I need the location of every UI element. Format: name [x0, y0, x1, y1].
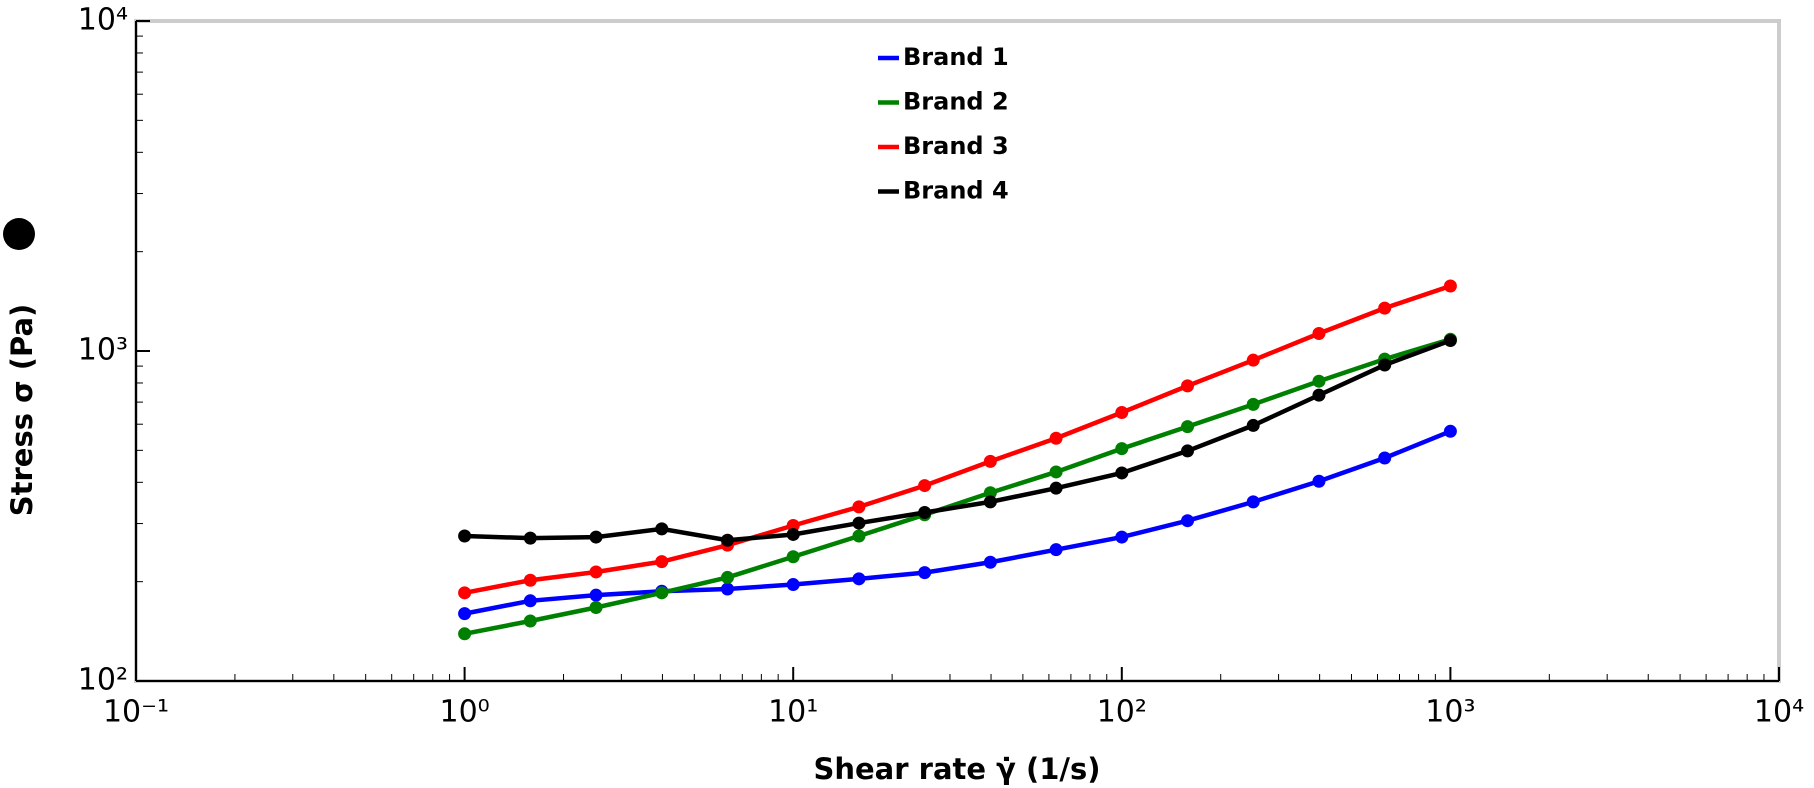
- data-point: [458, 607, 472, 621]
- y-tick-label: 10²: [78, 663, 128, 698]
- legend-label: Brand 1: [903, 43, 1009, 71]
- x-tick-label: 10⁻¹: [103, 695, 169, 730]
- data-point: [589, 530, 603, 544]
- y-label-marker: [3, 218, 35, 250]
- data-point: [458, 627, 472, 641]
- data-point: [1246, 495, 1260, 509]
- data-point: [983, 454, 997, 468]
- data-point: [458, 529, 472, 543]
- x-axis-label: Shear rate γ̇ (1/s): [813, 752, 1100, 786]
- data-point: [523, 573, 537, 587]
- data-point: [1312, 474, 1326, 488]
- data-point: [720, 582, 734, 596]
- data-point: [1181, 514, 1195, 528]
- data-point: [1312, 326, 1326, 340]
- data-point: [852, 500, 866, 514]
- data-point: [1443, 424, 1457, 438]
- data-point: [589, 601, 603, 615]
- data-point: [1378, 301, 1392, 315]
- data-point: [852, 516, 866, 530]
- data-point: [655, 586, 669, 600]
- x-tick-label: 10²: [1097, 695, 1147, 730]
- legend-label: Brand 2: [903, 88, 1009, 116]
- data-point: [918, 566, 932, 580]
- data-point: [983, 486, 997, 500]
- data-point: [458, 586, 472, 600]
- y-tick-label: 10³: [78, 333, 128, 368]
- data-point: [1181, 420, 1195, 434]
- data-point: [589, 588, 603, 602]
- series-line: [464, 337, 1452, 637]
- x-tick-label: 10⁴: [1754, 695, 1804, 730]
- data-point: [786, 527, 800, 541]
- data-point: [655, 555, 669, 569]
- data-point: [1049, 543, 1063, 557]
- data-point: [1049, 481, 1063, 495]
- y-tick-label: 10⁴: [78, 3, 128, 38]
- data-point: [983, 555, 997, 569]
- data-point: [918, 506, 932, 520]
- data-point: [1312, 388, 1326, 402]
- x-tick-label: 10¹: [768, 695, 818, 730]
- data-point: [589, 565, 603, 579]
- data-point: [523, 594, 537, 608]
- data-point: [786, 518, 800, 532]
- data-point: [786, 550, 800, 564]
- legend-label: Brand 3: [903, 132, 1009, 160]
- data-point: [523, 531, 537, 545]
- data-point: [852, 529, 866, 543]
- data-point: [852, 572, 866, 586]
- legend-label: Brand 4: [903, 177, 1009, 205]
- series-line: [464, 338, 1452, 543]
- data-point: [786, 578, 800, 592]
- plot-frame: [134, 19, 1781, 683]
- series-line: [464, 283, 1452, 596]
- data-point: [983, 495, 997, 509]
- data-point: [1378, 451, 1392, 465]
- data-point: [1181, 379, 1195, 393]
- data-point: [1443, 334, 1457, 348]
- data-point: [1181, 444, 1195, 458]
- data-point: [1246, 353, 1260, 367]
- data-point: [918, 479, 932, 493]
- data-point: [1115, 442, 1129, 456]
- data-point: [720, 533, 734, 547]
- data-point: [1246, 418, 1260, 432]
- data-point: [1049, 431, 1063, 445]
- x-tick-label: 10⁰: [439, 695, 489, 730]
- series-line: [464, 429, 1452, 616]
- x-tick-label: 10³: [1425, 695, 1475, 730]
- data-point: [1443, 279, 1457, 293]
- data-point: [655, 522, 669, 536]
- data-point: [1312, 374, 1326, 388]
- data-point: [1246, 397, 1260, 411]
- data-point: [1378, 358, 1392, 372]
- y-axis-label: Stress σ (Pa): [5, 304, 39, 517]
- data-point: [720, 570, 734, 584]
- data-point: [523, 614, 537, 628]
- data-point: [1115, 466, 1129, 480]
- data-point: [1115, 406, 1129, 420]
- data-point: [1049, 465, 1063, 479]
- data-point: [1115, 530, 1129, 544]
